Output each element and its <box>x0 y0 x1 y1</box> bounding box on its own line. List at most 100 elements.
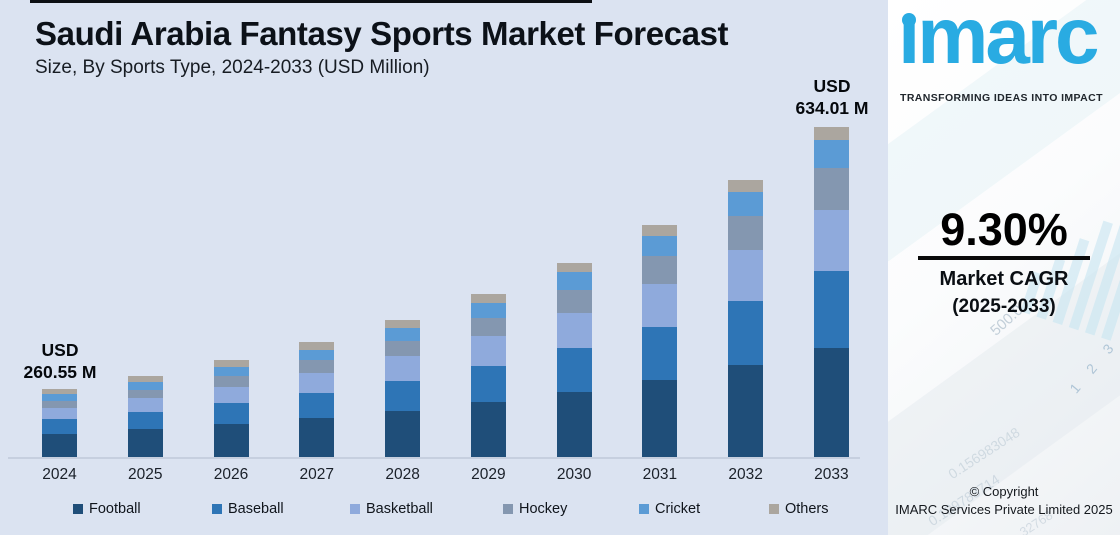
bar-segment-others-2027 <box>299 342 335 350</box>
copyright: © Copyright IMARC Services Private Limit… <box>888 483 1120 518</box>
bar-segment-baseball-2031 <box>642 326 678 380</box>
annotation-2024-line2: 260.55 M <box>23 362 97 382</box>
bar-segment-hockey-2032 <box>728 216 764 251</box>
legend-swatch-others <box>769 504 779 514</box>
imarc-logo-tagline: TRANSFORMING IDEAS INTO IMPACT <box>900 92 1103 104</box>
legend-label-baseball: Baseball <box>228 501 284 517</box>
bar-segment-football-2027 <box>299 418 335 457</box>
bar-segment-hockey-2030 <box>556 289 592 313</box>
bar-segment-baseball-2032 <box>728 301 764 366</box>
legend-item-basketball: Basketball <box>350 501 433 517</box>
x-axis-label-2024: 2024 <box>42 466 77 483</box>
bar-segment-hockey-2027 <box>299 360 335 373</box>
legend-swatch-hockey <box>503 504 513 514</box>
x-axis-label-2032: 2032 <box>728 466 763 483</box>
legend-swatch-football <box>73 504 83 514</box>
bar-2028 <box>385 320 421 457</box>
bar-segment-cricket-2026 <box>213 367 249 377</box>
bar-segment-baseball-2029 <box>470 365 506 403</box>
bar-2024 <box>42 388 77 457</box>
bar-segment-basketball-2025 <box>127 398 163 413</box>
bar-segment-hockey-2028 <box>385 341 421 357</box>
bar-segment-basketball-2032 <box>728 250 764 302</box>
bar-segment-football-2031 <box>642 379 678 457</box>
bar-segment-others-2026 <box>213 360 249 368</box>
bar-segment-others-2032 <box>728 180 764 193</box>
bar-segment-baseball-2027 <box>299 392 335 418</box>
x-axis-label-2027: 2027 <box>299 466 335 483</box>
imarc-logo-text: ımarc <box>898 0 1099 80</box>
bar-segment-others-2031 <box>642 225 678 237</box>
bar-segment-basketball-2033 <box>813 210 849 271</box>
legend-item-cricket: Cricket <box>639 501 700 517</box>
copyright-line1: © Copyright <box>969 484 1039 499</box>
bar-segment-football-2030 <box>556 391 592 457</box>
bar-segment-hockey-2024 <box>42 401 77 408</box>
bar-segment-others-2029 <box>470 293 506 303</box>
bar-segment-basketball-2031 <box>642 284 678 327</box>
bar-segment-hockey-2033 <box>813 168 849 210</box>
bar-segment-football-2028 <box>385 410 421 457</box>
bar-segment-football-2026 <box>213 424 249 457</box>
bar-segment-cricket-2024 <box>42 394 77 402</box>
legend-label-basketball: Basketball <box>366 501 433 517</box>
bar-segment-football-2032 <box>728 365 764 457</box>
top-border-strip <box>30 0 592 3</box>
bar-2026 <box>213 360 249 457</box>
bar-segment-others-2030 <box>556 262 592 273</box>
chart-panel: Saudi Arabia Fantasy Sports Market Forec… <box>0 0 888 535</box>
x-axis-label-2031: 2031 <box>642 466 678 483</box>
bar-segment-baseball-2030 <box>556 347 592 392</box>
bar-segment-football-2024 <box>42 433 77 457</box>
bar-segment-football-2033 <box>813 348 849 457</box>
bar-segment-cricket-2027 <box>299 349 335 361</box>
bar-segment-baseball-2033 <box>813 271 849 348</box>
legend-item-others: Others <box>769 501 829 517</box>
bar-segment-baseball-2025 <box>127 412 163 430</box>
cagr-underline <box>918 256 1090 260</box>
x-axis-label-2029: 2029 <box>471 466 506 483</box>
bar-segment-baseball-2024 <box>42 419 77 434</box>
bar-segment-basketball-2030 <box>556 312 592 348</box>
bar-segment-hockey-2031 <box>642 256 678 285</box>
bar-2033 <box>813 127 849 457</box>
bar-2027 <box>299 342 335 457</box>
bar-segment-baseball-2026 <box>213 403 249 425</box>
bar-segment-cricket-2025 <box>127 381 163 390</box>
annotation-2033-line2: 634.01 M <box>795 98 869 118</box>
bar-segment-basketball-2027 <box>299 372 335 393</box>
bar-segment-basketball-2029 <box>470 336 506 366</box>
bar-2031 <box>642 225 678 457</box>
annotation-2033: USD 634.01 M <box>756 75 888 119</box>
copyright-line2: IMARC Services Private Limited 2025 <box>895 501 1113 517</box>
legend-item-football: Football <box>73 501 141 517</box>
legend-item-baseball: Baseball <box>212 501 284 517</box>
cagr-label: Market CAGR <box>939 268 1069 290</box>
bar-segment-football-2025 <box>127 429 163 457</box>
bar-segment-cricket-2030 <box>556 272 592 290</box>
legend-label-football: Football <box>89 501 141 517</box>
legend-label-hockey: Hockey <box>519 501 568 517</box>
x-axis-line <box>8 457 860 459</box>
bar-segment-cricket-2032 <box>728 192 764 217</box>
legend-label-others: Others <box>785 501 829 517</box>
annotation-2024-line1: USD <box>41 340 79 360</box>
annotation-2024: USD 260.55 M <box>0 339 136 383</box>
legend-swatch-cricket <box>639 504 649 514</box>
bar-2032 <box>728 180 764 457</box>
bar-segment-others-2025 <box>127 375 163 382</box>
bar-segment-cricket-2028 <box>385 328 421 342</box>
legend-swatch-basketball <box>350 504 360 514</box>
chart-title: Saudi Arabia Fantasy Sports Market Forec… <box>35 15 729 52</box>
bar-segment-basketball-2026 <box>213 386 249 404</box>
legend-item-hockey: Hockey <box>503 501 567 517</box>
imarc-logo-dot-icon <box>902 13 916 27</box>
cagr-value: 9.30% <box>940 204 1068 255</box>
x-axis-label-2030: 2030 <box>556 466 592 483</box>
bar-2025 <box>127 375 163 457</box>
bar-segment-others-2028 <box>385 320 421 329</box>
annotation-2033-line1: USD <box>813 76 851 96</box>
bar-2029 <box>470 293 506 457</box>
plot-area: 2024 2025 2026 2027 2028 2029 2030 2031 2032 2033… <box>0 75 888 517</box>
